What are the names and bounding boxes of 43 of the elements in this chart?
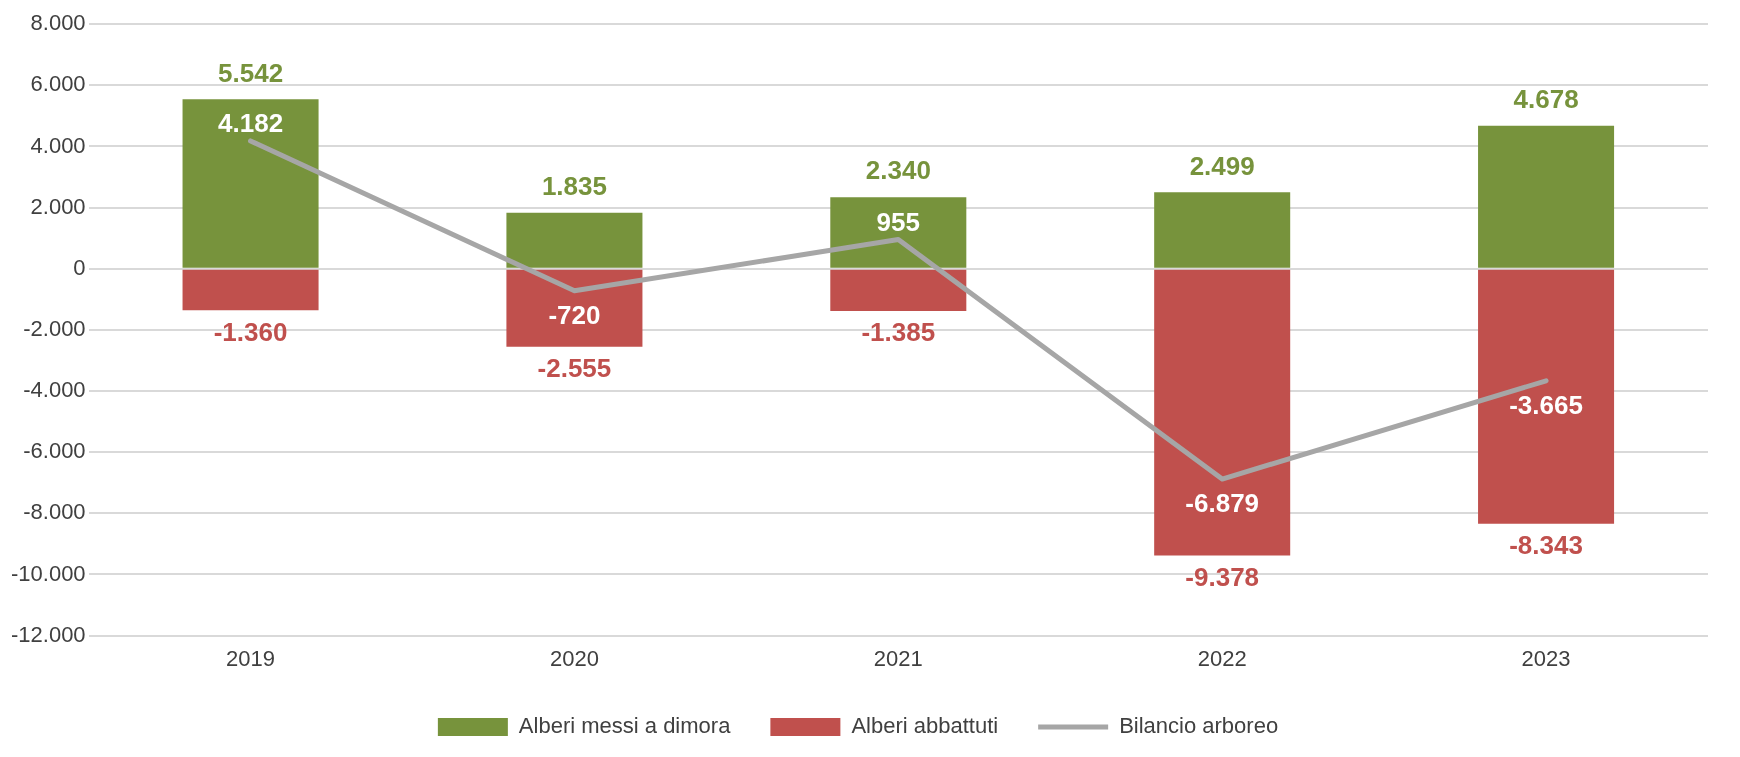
legend-label: Bilancio arboreo [1119,713,1279,739]
data-label: -9.378 [1185,561,1260,592]
data-label: 1.835 [541,170,607,201]
x-tick-label: 2023 [1521,645,1571,671]
data-label: -720 [548,299,601,330]
x-tick-label: 2022 [1197,645,1247,671]
bar [182,99,319,268]
data-label: -6.879 [1185,488,1260,519]
data-label: 2.340 [865,155,931,186]
bar [1478,269,1615,524]
data-label: -1.360 [213,316,288,347]
y-tick-label: -12.000 [10,621,86,647]
data-label: 955 [876,206,920,237]
y-tick-label: -4.000 [23,377,86,403]
y-tick-label: 8.000 [30,10,86,36]
bar [1154,192,1291,268]
data-label: -8.343 [1509,529,1583,560]
y-tick-label: 6.000 [30,71,86,97]
x-tick-label: 2020 [549,645,599,671]
legend-label: Alberi messi a dimora [518,713,732,739]
bar [1154,269,1291,556]
y-tick-label: -10.000 [10,560,86,586]
y-tick-label: 2.000 [30,193,86,219]
data-label: 4.678 [1513,83,1579,114]
x-tick-label: 2019 [226,645,276,671]
bar [830,269,967,312]
y-tick-label: -6.000 [23,438,86,464]
bar [182,269,319,311]
y-tick-label: 4.000 [30,132,86,158]
data-label: 4.182 [218,108,284,139]
data-label: 5.542 [218,57,284,88]
bar [506,212,643,268]
data-label: -2.555 [537,353,612,384]
legend-label: Alberi abbattuti [851,713,999,739]
y-tick-label: 0 [73,254,86,280]
bar [506,269,643,347]
y-tick-label: -8.000 [23,499,86,525]
x-tick-label: 2021 [873,645,923,671]
data-label: -3.665 [1509,389,1583,420]
data-label: 2.499 [1189,150,1255,181]
bar [1478,125,1615,268]
data-label: -1.385 [861,317,936,348]
y-tick-label: -2.000 [23,315,86,341]
